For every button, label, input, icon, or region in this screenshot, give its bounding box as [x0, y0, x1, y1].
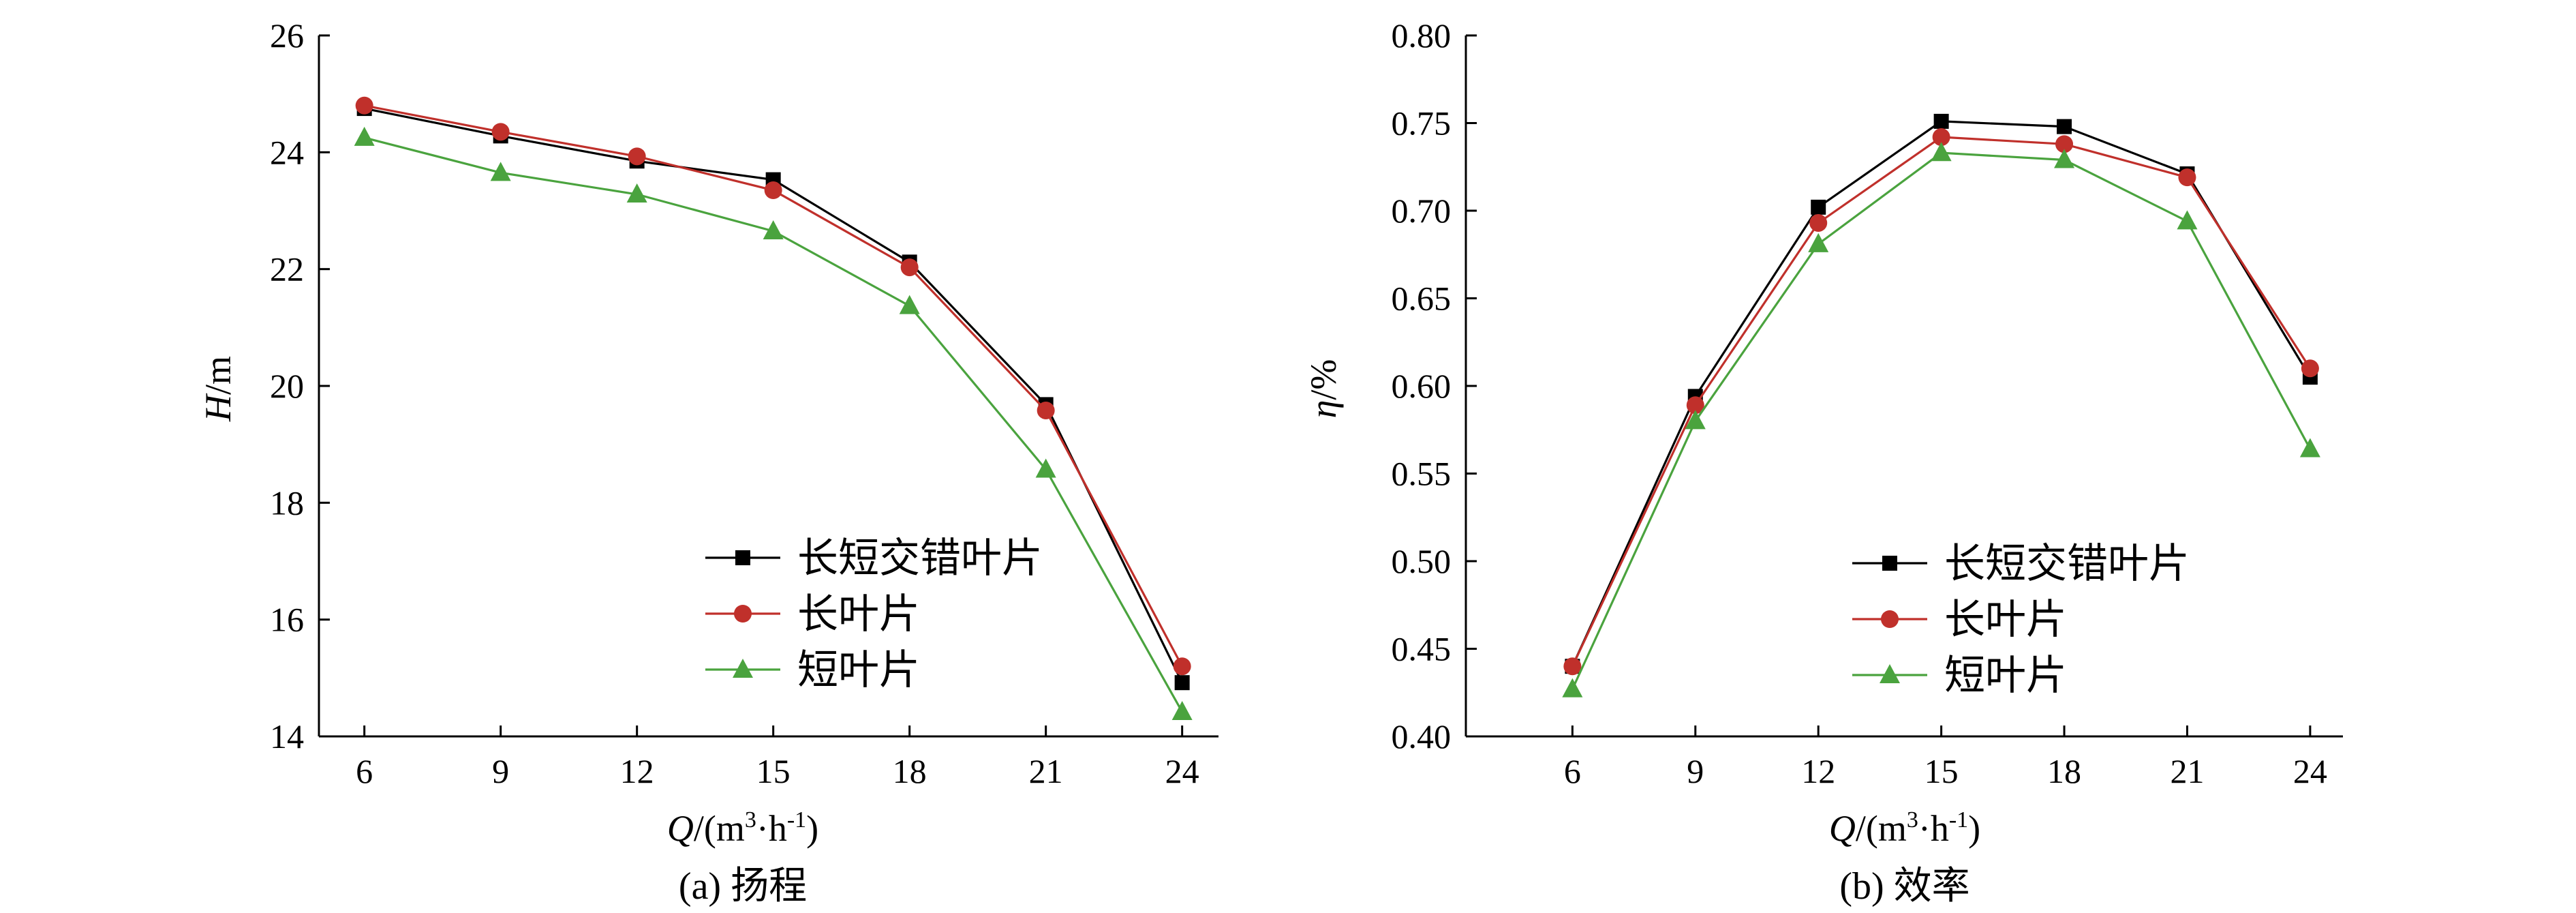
- head-x-tick-label: 12: [620, 752, 654, 790]
- chart-head: 14 16 18 20 22 24 26 6 9 12 15 18 21 24 (a) 扬程 Q/(m3·…: [198, 16, 1218, 908]
- efficiency-series-2-point: [1686, 396, 1704, 415]
- efficiency-legend-3-label: 短叶片: [1944, 652, 2067, 700]
- head-series-1-point: [1174, 675, 1190, 691]
- head-series-2-point: [764, 181, 782, 200]
- efficiency-plot-area: 0.40 0.45 0.50 0.55 0.60 0.65 0.70 0.75 0.80 6 9 12…: [1392, 16, 2343, 790]
- head-y-tick-label: 18: [270, 483, 304, 522]
- efficiency-x-tick-label: 21: [2170, 752, 2204, 790]
- efficiency-y-tick-label: 0.55: [1392, 455, 1452, 493]
- efficiency-series-3-point: [1562, 678, 1583, 698]
- efficiency-x-tick-label: 12: [1801, 752, 1835, 790]
- efficiency-series-2-point: [1563, 657, 1582, 676]
- efficiency-y-tick-label: 0.70: [1392, 192, 1452, 230]
- head-x-tick-label: 9: [492, 752, 509, 790]
- efficiency-series-3-point: [2054, 149, 2075, 168]
- efficiency-series-2-point: [2055, 135, 2074, 153]
- efficiency-x-tick-label: 9: [1687, 752, 1704, 790]
- head-series-3-point: [1035, 458, 1056, 478]
- head-x-tick-label: 15: [756, 752, 791, 790]
- head-x-axis-label: Q/(m3·h-1): [667, 807, 818, 849]
- efficiency-series-2-line: [1571, 136, 2312, 667]
- head-x-tick-label: 6: [356, 752, 373, 790]
- efficiency-y-tick-label: 0.45: [1392, 630, 1452, 668]
- efficiency-legend-2-marker: [1881, 610, 1899, 628]
- efficiency-y-tick-label: 0.40: [1392, 717, 1452, 755]
- head-series-3-point: [1171, 701, 1193, 721]
- efficiency-series-2-point: [1932, 128, 1950, 147]
- efficiency-chart-caption: (b) 效率: [1839, 865, 1969, 908]
- efficiency-series-1-line: [1571, 120, 2312, 667]
- efficiency-y-tick-label: 0.60: [1392, 367, 1452, 405]
- efficiency-series-3-point: [2299, 438, 2320, 458]
- efficiency-series-1-point: [2057, 119, 2072, 134]
- efficiency-y-tick-label: 0.75: [1392, 104, 1452, 143]
- head-series-3-point: [354, 126, 375, 146]
- head-y-tick-label: 26: [270, 16, 304, 55]
- head-legend-2-marker: [734, 605, 752, 623]
- efficiency-series-3-point: [1685, 410, 1706, 430]
- head-x-tick-label: 21: [1029, 752, 1063, 790]
- efficiency-x-tick-label: 18: [2047, 752, 2081, 790]
- head-y-tick-label: 14: [270, 717, 304, 755]
- head-series-3-point: [626, 183, 647, 203]
- head-y-tick-label: 16: [270, 601, 304, 639]
- head-y-tick-label: 20: [270, 367, 304, 405]
- head-legend-2-label: 长叶片: [797, 590, 920, 638]
- head-y-axis-label: H/m: [198, 356, 239, 422]
- efficiency-x-axis-label: Q/(m3·h-1): [1829, 807, 1980, 849]
- efficiency-series-3-point: [2177, 210, 2198, 230]
- efficiency-series-3-point: [1931, 142, 1952, 162]
- efficiency-series-3-point: [1808, 233, 1829, 252]
- efficiency-series-2-point: [2178, 168, 2196, 187]
- head-legend-1-label: 长短交错叶片: [797, 535, 1043, 582]
- efficiency-y-tick-label: 0.65: [1392, 280, 1452, 318]
- head-series-2-point: [628, 147, 646, 166]
- head-series-3-point: [899, 295, 920, 314]
- head-series-2-point: [900, 258, 919, 277]
- efficiency-series-2-point: [2301, 359, 2319, 378]
- head-y-tick-label: 22: [270, 250, 304, 288]
- head-x-tick-label: 24: [1165, 752, 1199, 790]
- head-legend-3-marker: [733, 659, 753, 678]
- chart-efficiency: 0.40 0.45 0.50 0.55 0.60 0.65 0.70 0.75 0.80 6 9 12…: [1303, 16, 2343, 908]
- head-y-tick-label: 24: [270, 133, 304, 171]
- head-x-tick-label: 18: [893, 752, 927, 790]
- efficiency-x-tick-label: 15: [1925, 752, 1959, 790]
- efficiency-y-axis-label: η/%: [1303, 359, 1344, 419]
- efficiency-series-2-point: [1809, 213, 1828, 232]
- head-plot-area: 14 16 18 20 22 24 26 6 9 12 15 18 21 24: [270, 16, 1218, 790]
- head-legend-3-label: 短叶片: [797, 646, 920, 694]
- efficiency-legend-2-label: 长叶片: [1944, 596, 2067, 644]
- efficiency-y-tick-label: 0.50: [1392, 542, 1452, 580]
- head-series-2-point: [355, 96, 373, 115]
- head-series-2-point: [1173, 657, 1191, 676]
- head-series-2-point: [1037, 401, 1055, 419]
- efficiency-legend-3-marker: [1880, 664, 1900, 683]
- efficiency-series-1-point: [1811, 199, 1826, 215]
- efficiency-series-1-point: [1933, 113, 1949, 129]
- efficiency-legend-1-label: 长短交错叶片: [1944, 540, 2190, 588]
- efficiency-x-tick-label: 24: [2293, 752, 2327, 790]
- efficiency-y-tick-label: 0.80: [1392, 16, 1452, 55]
- efficiency-legend-1-marker: [1882, 556, 1897, 571]
- efficiency-x-tick-label: 6: [1564, 752, 1581, 790]
- head-series-3-point: [490, 162, 511, 181]
- head-chart-caption: (a) 扬程: [679, 865, 807, 908]
- head-legend-1-marker: [735, 550, 750, 565]
- head-series-3-point: [763, 220, 784, 239]
- head-series-2-point: [491, 123, 510, 141]
